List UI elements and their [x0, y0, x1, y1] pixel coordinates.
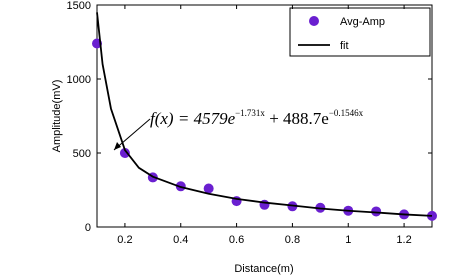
x-tick-label: 0.8	[285, 234, 300, 246]
x-axis-label: Distance(m)	[234, 263, 293, 275]
x-tick-label: 0.2	[117, 234, 132, 246]
y-tick-label: 0	[85, 222, 91, 234]
y-tick-label: 1500	[67, 0, 91, 12]
data-point	[203, 183, 214, 194]
legend-swatch	[309, 16, 319, 26]
x-tick-label: 1.2	[396, 234, 411, 246]
data-point	[371, 206, 382, 217]
fit-line	[96, 12, 433, 217]
legend-label: fit	[340, 40, 349, 52]
annotation-exponent: −1.731x	[235, 108, 265, 118]
x-tick-label: 0.4	[173, 234, 188, 246]
legend: Avg-Amp fit	[298, 16, 385, 52]
annotation: f(x) = 4579e−1.731x + 488.7e−0.1546x	[150, 108, 364, 128]
y-tick-label: 1000	[67, 74, 91, 86]
annotation-base: + 488.7e	[265, 109, 329, 128]
y-tick-label: 500	[73, 148, 91, 160]
y-axis-label: Amplitude(mV)	[51, 80, 63, 153]
annotation-exponent: −0.1546x	[329, 108, 364, 118]
data-point	[119, 148, 130, 158]
legend-box	[289, 7, 431, 57]
annotation-base: f(x) = 4579e	[150, 109, 236, 128]
legend-label: Avg-Amp	[340, 16, 385, 28]
annotation-arrow-head	[114, 142, 121, 150]
annotation-arrow	[113, 118, 151, 151]
x-tick-label: 0.6	[229, 234, 244, 246]
x-tick-label: 1	[345, 234, 351, 246]
